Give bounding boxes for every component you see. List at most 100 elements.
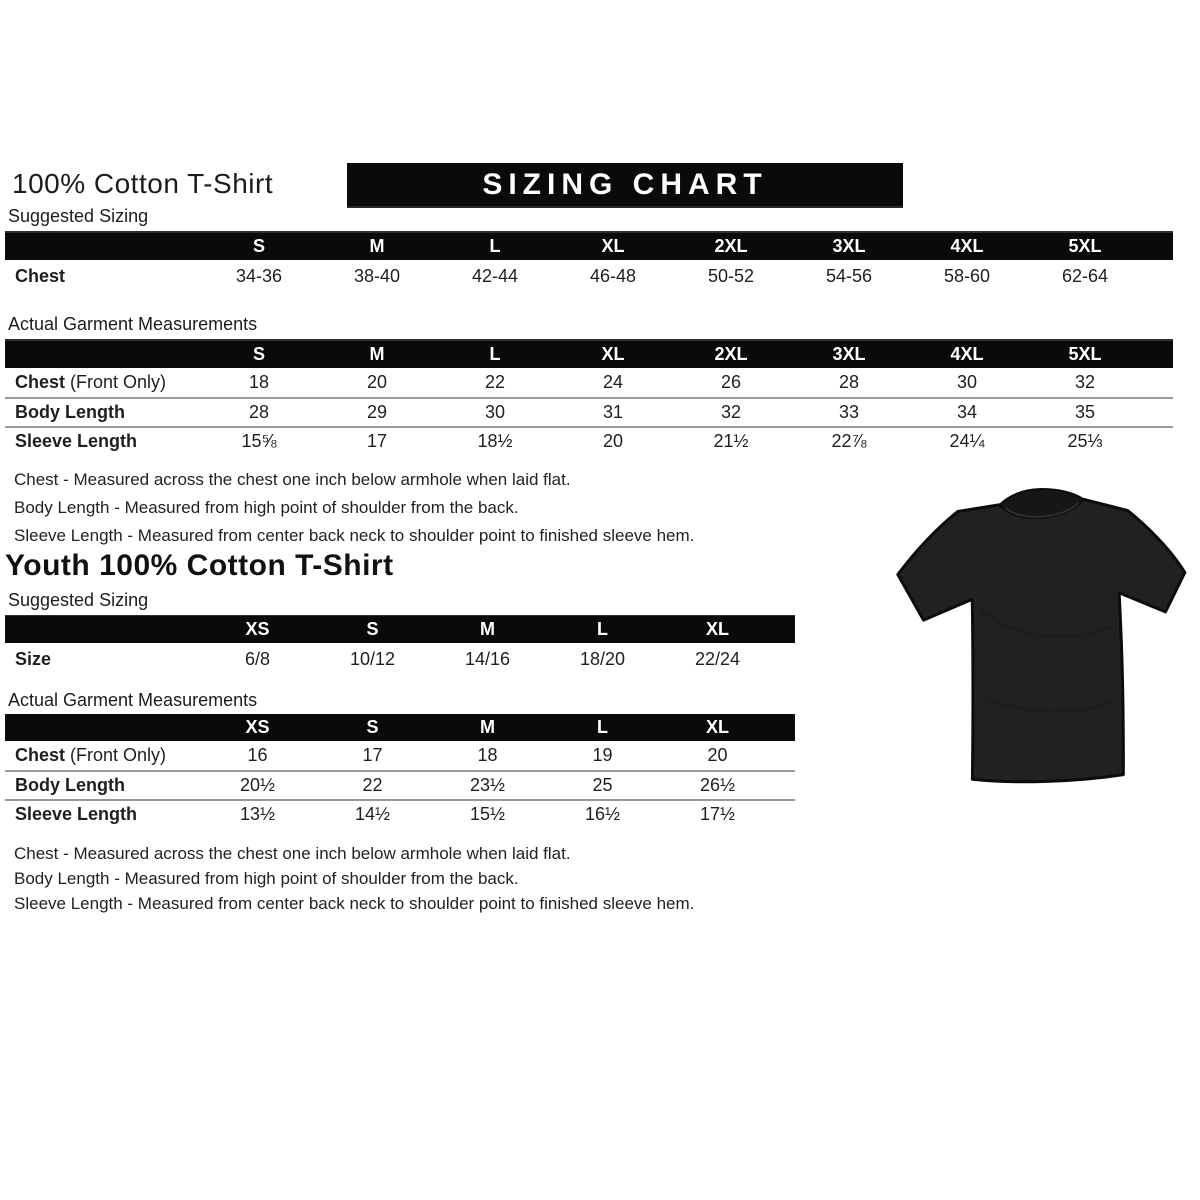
note-body-length: Body Length - Measured from high point o… [14,498,519,517]
cell-value: 22 [484,372,506,392]
cell-value: 46-48 [589,265,637,286]
cell-value: 29 [366,402,388,422]
cell-value: 54-56 [825,265,873,286]
cell-value: 33 [838,402,860,422]
cell-value: 25 [592,775,613,795]
adult-actual-measurements-table: S M L XL 2XL 3XL 4XL 5XL Chest (Front On… [5,341,1173,455]
cell-value: 20 [366,372,388,392]
sizing-chart-banner-label: SIZING CHART [482,167,768,201]
youth-suggested-sizing-table: XS S M L XL Size 6/8 10/12 14/16 18/20 2… [5,616,795,675]
sizing-chart-banner: SIZING CHART [347,163,903,206]
adult-actual-measurements-label: Actual Garment Measurements [5,314,1173,341]
size-header: XL [601,344,625,364]
cell-value: 20½ [239,775,276,795]
table-row-size: Size 6/8 10/12 14/16 18/20 22/24 [5,643,795,675]
adult-suggested-sizing-table: S M L XL 2XL 3XL 4XL 5XL Chest 34-36 38-… [5,233,1173,292]
row-label: Sleeve Length [15,804,138,824]
note-chest: Chest - Measured across the chest one in… [14,844,571,863]
tshirt-image [890,477,1200,807]
table-row-chest: Chest 34-36 38-40 42-44 46-48 50-52 54-5… [5,260,1173,292]
table-row-chest-front-only: Chest (Front Only) 16 17 18 19 20 [5,741,795,770]
size-header: 4XL [950,344,984,364]
cell-value: 26 [720,372,742,392]
size-header: XL [705,619,729,639]
youth-actual-measurements-label: Actual Garment Measurements [5,690,795,717]
size-header: 5XL [1068,344,1102,364]
row-label: Chest [15,265,66,286]
size-header: XL [601,236,625,256]
cell-value: 18½ [477,431,513,451]
size-header: L [597,717,608,737]
cell-value: 34 [956,402,978,422]
row-label: Size [15,648,52,669]
size-header: M [480,619,495,639]
cell-value: 34-36 [235,265,283,286]
cell-value: 32 [720,402,742,422]
cell-value: 15½ [469,804,506,824]
note-sleeve-length: Sleeve Length - Measured from center bac… [14,894,695,913]
cell-value: 17½ [699,804,736,824]
adult-measurement-notes: Chest - Measured across the chest one in… [14,466,694,550]
youth-actual-header-row: XS S M L XL [5,714,795,741]
size-header: S [252,344,265,364]
youth-actual-measurements-table: XS S M L XL Chest (Front Only) 16 17 18 … [5,714,795,828]
row-label: Body Length [15,775,125,795]
size-header: 3XL [832,236,866,256]
size-header: L [597,619,608,639]
cell-value: 30 [956,372,978,392]
size-header: 2XL [714,344,748,364]
row-label: Chest (Front Only) [15,745,167,765]
youth-measurement-notes: Chest - Measured across the chest one in… [14,841,694,916]
size-header: M [369,344,385,364]
size-header: XS [245,619,270,639]
cell-value: 62-64 [1061,265,1109,286]
cell-value: 10/12 [349,648,396,669]
size-header: 4XL [950,236,984,256]
cell-value: 15⅝ [241,431,277,451]
size-header: M [480,717,495,737]
size-header: S [366,717,379,737]
cell-value: 42-44 [471,265,519,286]
adult-actual-header-row: S M L XL 2XL 3XL 4XL 5XL [5,341,1173,368]
cell-value: 30 [484,402,506,422]
cell-value: 18/20 [579,648,626,669]
youth-section-heading: Youth 100% Cotton T-Shirt [5,549,394,582]
table-row-body-length: Body Length 20½ 22 23½ 25 26½ [5,770,795,799]
cell-value: 22/24 [694,648,741,669]
size-header: XS [245,717,270,737]
cell-value: 28 [248,402,270,422]
youth-suggested-sizing-label: Suggested Sizing [5,590,795,617]
adult-suggested-header-row: S M L XL 2XL 3XL 4XL 5XL [5,233,1173,260]
row-label: Sleeve Length [15,431,138,451]
cell-value: 38-40 [353,265,401,286]
cell-value: 18 [248,372,270,392]
cell-value: 14½ [354,804,391,824]
size-header: S [252,236,265,256]
page-title: 100% Cotton T-Shirt [12,168,274,199]
size-header: L [489,344,501,364]
table-row-sleeve-length: Sleeve Length 15⅝ 17 18½ 20 21½ 22⅞ 24¼ … [5,426,1173,455]
tshirt-graphic [896,488,1187,784]
cell-value: 50-52 [707,265,755,286]
cell-value: 16 [247,745,268,765]
cell-value: 24 [602,372,624,392]
size-header: 5XL [1068,236,1102,256]
cell-value: 6/8 [244,648,271,669]
cell-value: 35 [1074,402,1096,422]
cell-value: 23½ [469,775,506,795]
table-row-chest-front-only: Chest (Front Only) 18 20 22 24 26 28 30 … [5,368,1173,397]
size-header: S [366,619,379,639]
note-chest: Chest - Measured across the chest one in… [14,470,571,489]
cell-value: 16½ [584,804,621,824]
cell-value: 25⅓ [1067,431,1103,451]
cell-value: 21½ [713,431,749,451]
row-label: Chest (Front Only) [15,372,167,392]
cell-value: 18 [477,745,498,765]
cell-value: 13½ [239,804,276,824]
adult-suggested-sizing-label: Suggested Sizing [5,206,1173,233]
cell-value: 22⅞ [831,431,867,451]
cell-value: 26½ [699,775,736,795]
note-body-length: Body Length - Measured from high point o… [14,869,519,888]
note-sleeve-length: Sleeve Length - Measured from center bac… [14,526,695,545]
